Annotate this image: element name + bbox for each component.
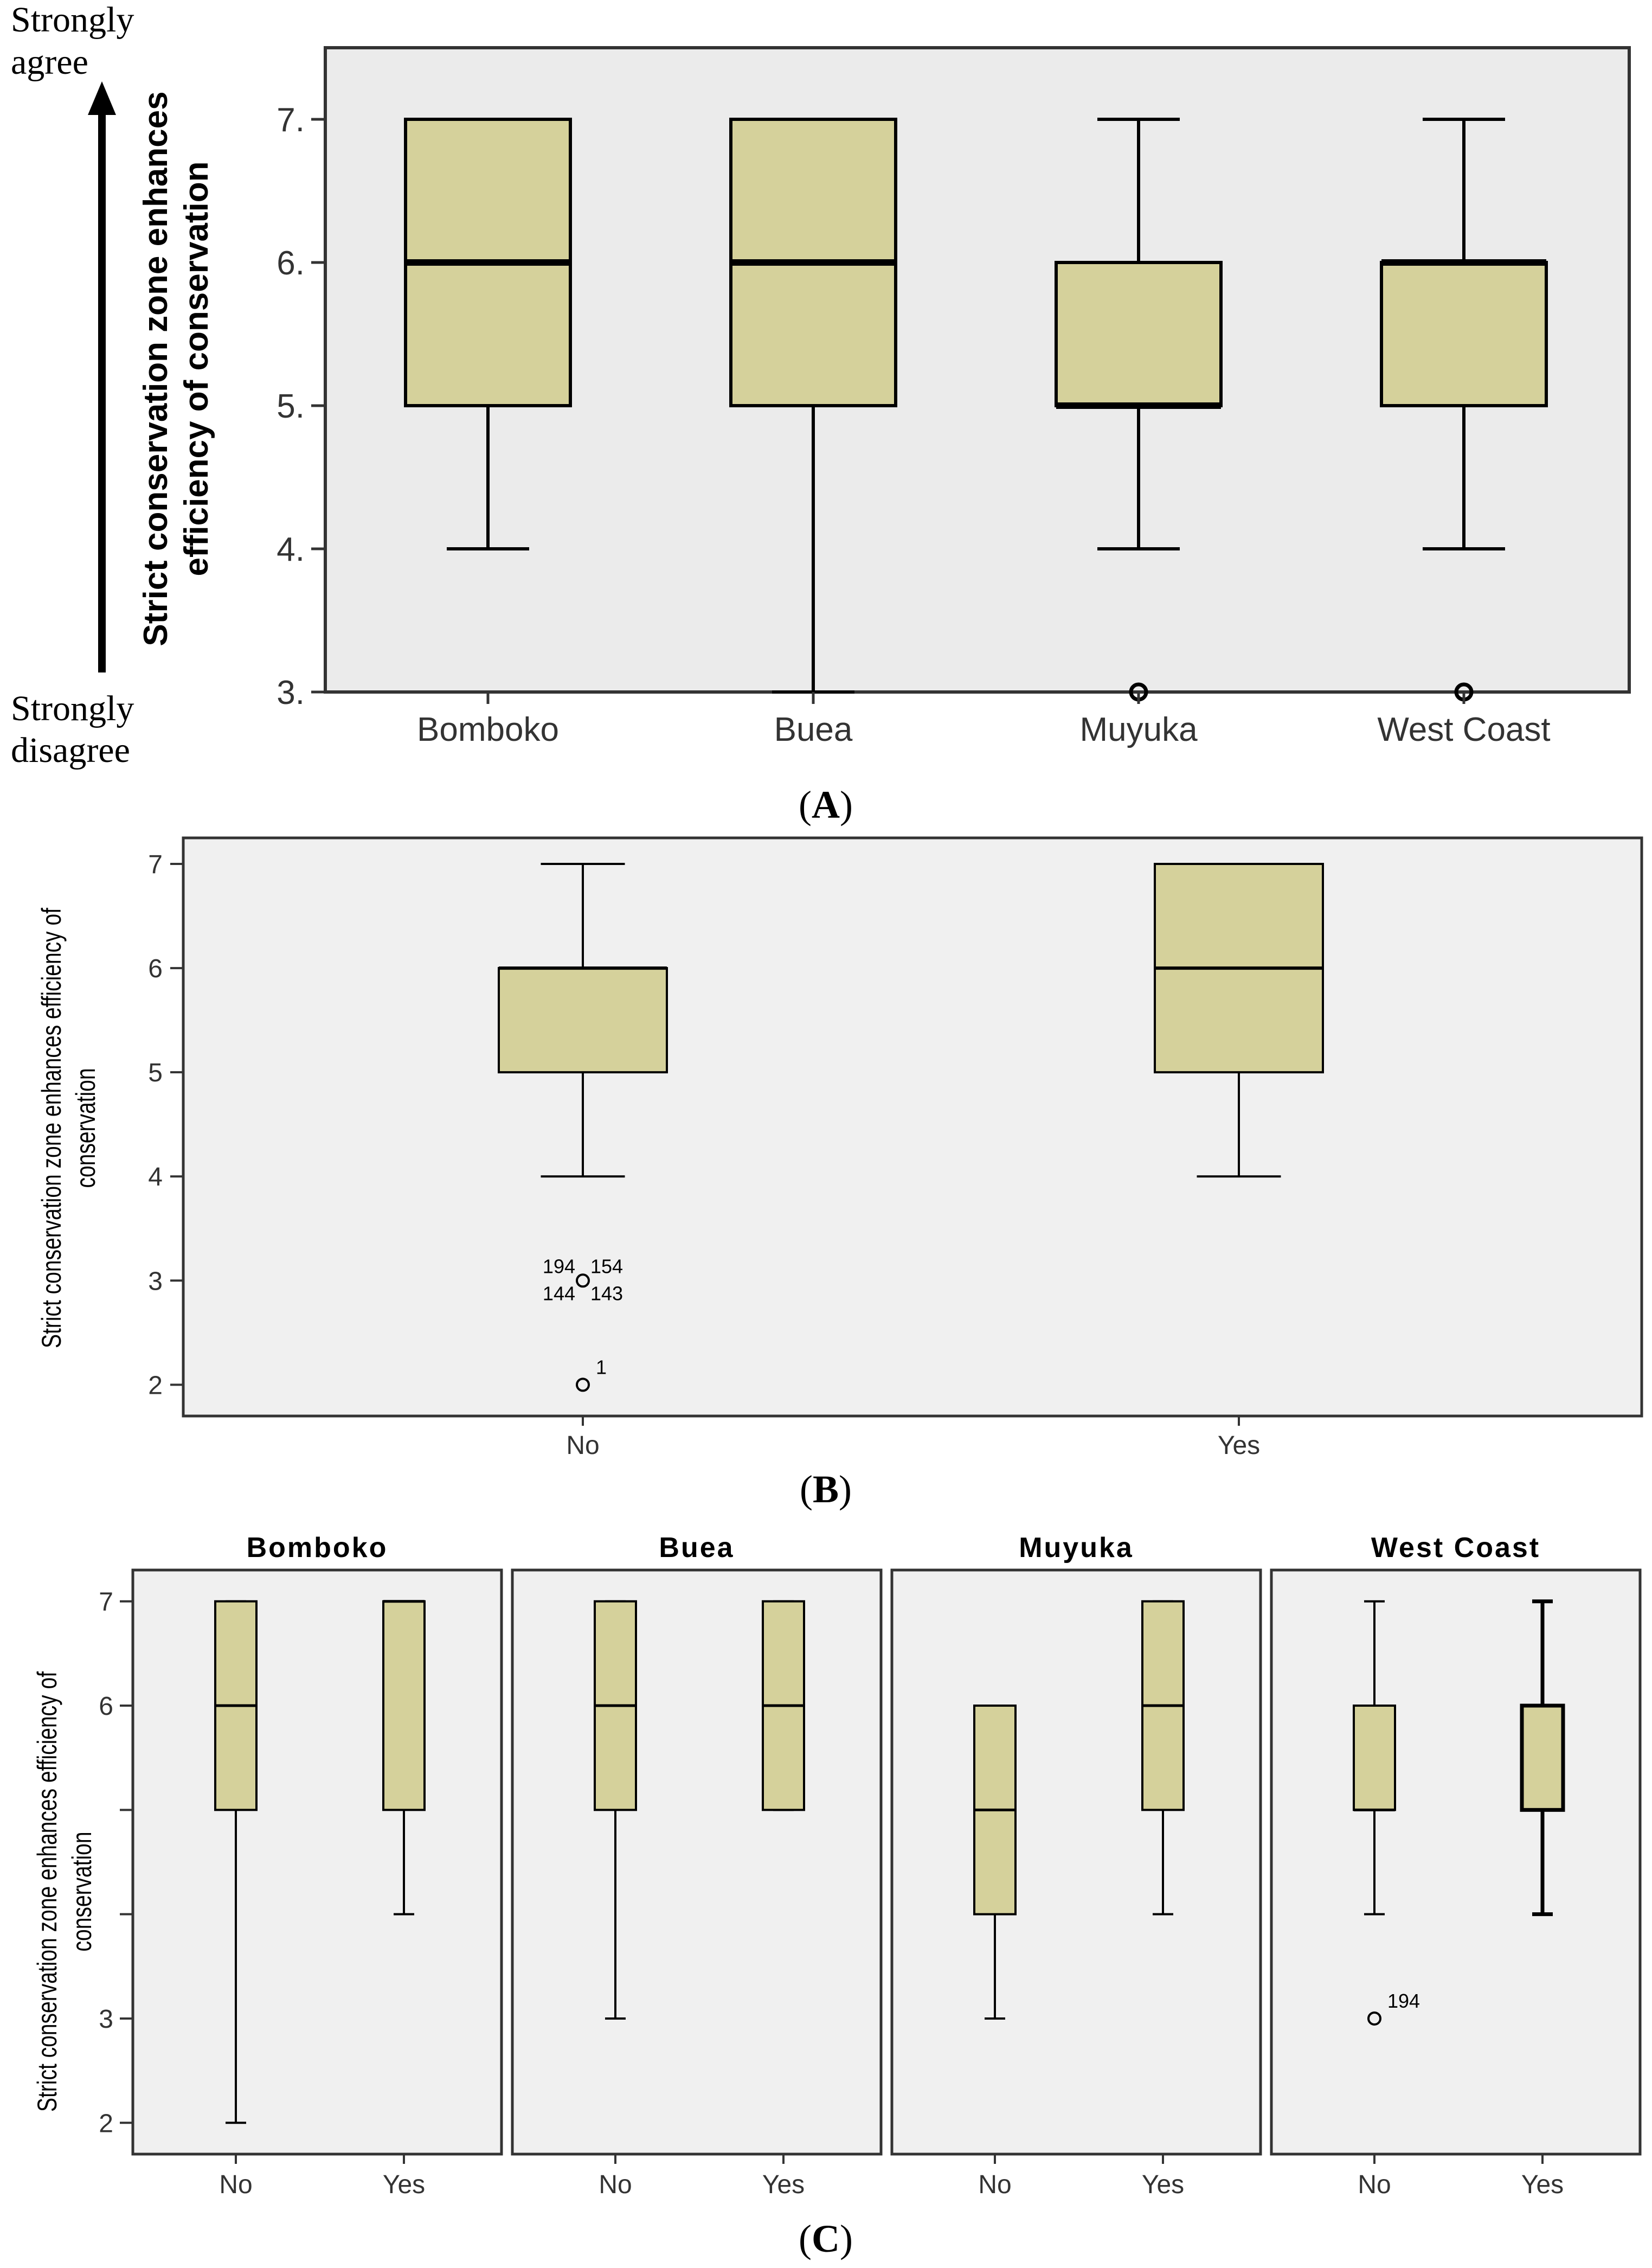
agreement-arrow-head [88, 81, 116, 115]
y-tick-label-a: 7. [277, 101, 305, 139]
y-tick-label-b: 3 [148, 1267, 163, 1296]
facet-title: Buea [659, 1532, 734, 1564]
facet-bomboko: Bomboko No Yes [131, 1532, 503, 2199]
facet-title: West Coast [1371, 1532, 1540, 1564]
plot-area-b [182, 836, 1643, 1418]
outlier-id-label: 143 [590, 1282, 623, 1304]
scale-bottom-line2: disagree [11, 731, 130, 770]
box [1520, 1703, 1565, 1812]
outlier-id-label: 154 [590, 1255, 623, 1277]
x-tick-label-c: Yes [1142, 2170, 1184, 2199]
y-tick-label-c: 6 [99, 1692, 113, 1721]
x-tick-label-c: No [219, 2170, 252, 2199]
outlier-point [576, 1378, 590, 1392]
y-axis-label-c-line1: Strict conservation zone enhances effici… [31, 1671, 62, 2112]
panel-a: 3. 4. 5. 6. 7. Bomboko Buea Muyuka West Coast S… [11, 0, 1631, 827]
y-tick-label-c: 7 [99, 1588, 113, 1617]
x-tick-label-c: Yes [383, 2170, 425, 2199]
y-tick-label-c: 3 [99, 2005, 113, 2034]
facet-plot-area [890, 1568, 1262, 2156]
facet-plot-area [131, 1568, 503, 2156]
y-tick-label-b: 5 [148, 1059, 163, 1087]
facet-buea: Buea No Yes [511, 1532, 883, 2199]
y-axis-label-b-line1: Strict conservation zone enhances effici… [36, 908, 67, 1349]
box [1353, 1705, 1396, 1811]
box [1055, 261, 1223, 407]
scale-top-line1: Strongly [11, 0, 134, 40]
x-tick-label-b: No [566, 1431, 599, 1460]
y-axis-label-b-line2: conservation [70, 1068, 101, 1188]
outlier-point [576, 1273, 590, 1288]
x-tick-label-c: Yes [1521, 2170, 1564, 2199]
y-tick-label-a: 3. [277, 674, 305, 712]
outlier-label: 194 [1387, 1990, 1420, 2012]
facet-title: Bomboko [247, 1532, 388, 1564]
box [498, 967, 668, 1074]
box [382, 1600, 426, 1811]
facet-plot-area [1270, 1568, 1642, 2156]
y-tick-label-b: 6 [148, 954, 163, 983]
x-tick-label-a: Muyuka [1079, 711, 1198, 748]
y-tick-label-a: 4. [277, 531, 305, 568]
x-tick-label-c: Yes [762, 2170, 805, 2199]
y-axis-label-a-line1: Strict conservation zone enhances [137, 91, 175, 646]
x-tick-label-c: No [1358, 2170, 1391, 2199]
x-tick-label-a: Buea [774, 711, 853, 748]
y-tick-label-c: 2 [99, 2109, 113, 2138]
scale-bottom-line1: Strongly [11, 689, 134, 728]
y-tick-label-a: 5. [277, 388, 305, 425]
facet-west-coast: West Coast 194 No Yes [1270, 1532, 1642, 2199]
y-tick-label-a: 6. [277, 245, 305, 282]
y-tick-label-b: 4 [148, 1163, 163, 1191]
y-axis-label-c-line2: conservation [66, 1831, 97, 1951]
facet-title: Muyuka [1019, 1532, 1134, 1564]
outlier-point [1367, 2011, 1381, 2026]
y-axis-label-a-line2: efficiency of conservation [178, 162, 215, 576]
panel-b: 2 3 4 5 6 7 1 194 154 144 143 No Yes Strict conser… [36, 836, 1643, 1511]
caption-c: (C) [799, 2217, 853, 2260]
caption-b: (B) [800, 1468, 852, 1511]
outlier-id-label: 144 [543, 1282, 575, 1304]
x-tick-label-c: No [978, 2170, 1011, 2199]
outlier-id-label: 194 [543, 1255, 575, 1277]
scale-top-line2: agree [11, 42, 88, 82]
facet-muyuka: Muyuka No Yes [890, 1532, 1262, 2199]
facet-plot-area [511, 1568, 883, 2156]
x-tick-label-b: Yes [1218, 1431, 1260, 1460]
y-tick-label-b: 7 [148, 850, 163, 879]
box [1380, 261, 1548, 407]
x-tick-label-a: West Coast [1377, 711, 1550, 748]
caption-a: (A) [799, 783, 853, 827]
outlier-label: 1 [596, 1356, 607, 1378]
x-tick-label-a: Bomboko [417, 711, 559, 748]
x-tick-label-c: No [599, 2170, 632, 2199]
y-tick-label-b: 2 [148, 1371, 163, 1400]
